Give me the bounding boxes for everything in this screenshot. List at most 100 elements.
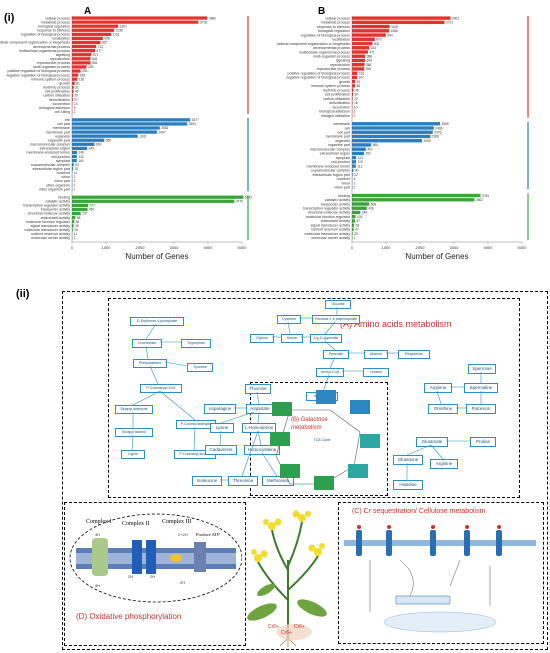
- cr-label-1: Cr6+: [268, 624, 279, 630]
- category-label: cell: [345, 126, 351, 130]
- category-label: localization: [332, 38, 350, 42]
- part-ii-label: (ii): [16, 288, 30, 300]
- bar-value-label: 4775: [236, 200, 243, 204]
- node-pyruvate: Pyruvate: [323, 350, 349, 359]
- x-tick-label: 2000: [136, 245, 146, 250]
- cycle-node-8: [272, 402, 292, 416]
- cycle-node-3: [360, 434, 380, 448]
- category-label: biological regulation: [38, 24, 70, 28]
- complex-ii-shape: [132, 540, 142, 574]
- bar: [352, 58, 366, 63]
- category-label: organelle part: [328, 143, 350, 147]
- category-label: extracellular region part: [32, 167, 70, 171]
- bar-value-label: 3602: [476, 198, 483, 202]
- category-label: localization: [52, 37, 70, 41]
- q-pool: [170, 554, 182, 562]
- bar-value-label: 670: [376, 38, 382, 42]
- bar: [352, 84, 355, 88]
- bar: [352, 37, 375, 41]
- complex-i-shape: [92, 538, 108, 576]
- h-label-5: 2H: [180, 580, 186, 585]
- category-label: biological regulation: [318, 29, 350, 33]
- bar-value-label: 2376: [434, 131, 441, 135]
- category-label: rhythmic process: [323, 88, 350, 92]
- bar-value-label: 513: [371, 46, 377, 50]
- node-threonine: Threonine: [228, 476, 258, 486]
- bar-value-label: 2582: [161, 126, 168, 130]
- bar: [72, 146, 88, 151]
- category-label: nutrient reservoir activity: [31, 232, 70, 236]
- bar-value-label: 545: [92, 57, 98, 61]
- category-label: reproduction: [50, 57, 70, 61]
- category-label: cellular component organization or bioge…: [0, 41, 70, 45]
- category-label: rhythmic process: [43, 86, 70, 90]
- bar-value-label: 40: [355, 169, 359, 173]
- galactose-title: (B) Galactose metabolism: [291, 417, 328, 431]
- bar: [72, 24, 119, 28]
- node-tca: TCA Cycle: [313, 438, 331, 442]
- oxphos-title: (D) Oxidative phosphorylation: [76, 612, 182, 621]
- bar-value-label: 81: [76, 81, 80, 85]
- category-label: virion part: [334, 186, 350, 190]
- node-spermidine: Spermidine: [464, 383, 498, 393]
- category-label: reproductive process: [37, 61, 71, 65]
- bar: [72, 16, 208, 20]
- bar-value-label: 29: [74, 94, 78, 98]
- bar-value-label: 257: [82, 212, 88, 216]
- cycle-node-6: [280, 464, 300, 478]
- category-label: cell killing: [55, 110, 70, 114]
- category-label: extracellular region: [40, 147, 70, 151]
- bar: [352, 20, 445, 25]
- bar: [352, 46, 370, 50]
- bar-value-label: 407: [367, 147, 373, 151]
- category-label: molecular function regulator: [306, 215, 351, 219]
- category-label: catalytic activity: [45, 200, 70, 204]
- bar: [72, 89, 74, 94]
- category-label: binding: [58, 195, 70, 199]
- bar: [72, 49, 96, 53]
- bar-value-label: 2406: [435, 126, 442, 130]
- bar-value-label: 425: [88, 65, 94, 69]
- x-tick-label: 0: [71, 245, 74, 250]
- bar-value-label: 22: [354, 232, 358, 236]
- bar-value-label: 677: [97, 49, 103, 53]
- bar-value-label: 1361: [120, 24, 127, 28]
- bar-value-label: 161: [359, 71, 365, 75]
- h-label-4: 2H: [150, 574, 156, 579]
- category-label: growth: [59, 81, 70, 85]
- category-label: cell junction: [51, 155, 70, 159]
- bar-value-label: 1238: [116, 28, 123, 32]
- part-i-label: (i): [4, 12, 15, 24]
- bar: [72, 138, 105, 142]
- oxphos-frame: [64, 502, 246, 646]
- bar-value-label: 156: [79, 77, 85, 81]
- oxphos-membrane: [69, 513, 242, 603]
- category-label: regulation of biological process: [301, 33, 351, 37]
- complex-ii-label: Complex II: [122, 521, 150, 527]
- category-label: molecular carrier activity: [311, 236, 350, 240]
- category-label: metabolic process: [321, 21, 350, 25]
- bar-value-label: 352: [365, 152, 371, 156]
- node-f16bp: Fructose 1,6 bisphosphate: [312, 315, 360, 324]
- bar-value-label: 908: [104, 37, 110, 41]
- bar: [72, 61, 91, 65]
- category-label: molecular transducer activity: [24, 228, 70, 232]
- bar-value-label: 1088: [390, 29, 397, 33]
- plant-illustration: [247, 510, 327, 647]
- category-label: reproduction: [330, 63, 350, 67]
- node-putrescin: Putrescin: [466, 404, 496, 414]
- category-label: transcription regulator activity: [23, 204, 70, 208]
- bar-value-label: 30: [355, 93, 359, 97]
- bar: [352, 63, 365, 67]
- node-tyrosine: Tyrosine: [187, 363, 213, 372]
- category-label: antioxidant activity: [321, 219, 351, 223]
- category-label: molecular function regulator: [26, 220, 71, 224]
- category-label: signal transducer activity: [31, 224, 71, 228]
- bar: [72, 40, 101, 45]
- bar: [352, 155, 357, 160]
- bar: [72, 93, 73, 98]
- x-tick-label: 1000: [382, 245, 392, 250]
- bar-value-label: 2059: [424, 139, 431, 143]
- category-label: binding: [338, 194, 350, 198]
